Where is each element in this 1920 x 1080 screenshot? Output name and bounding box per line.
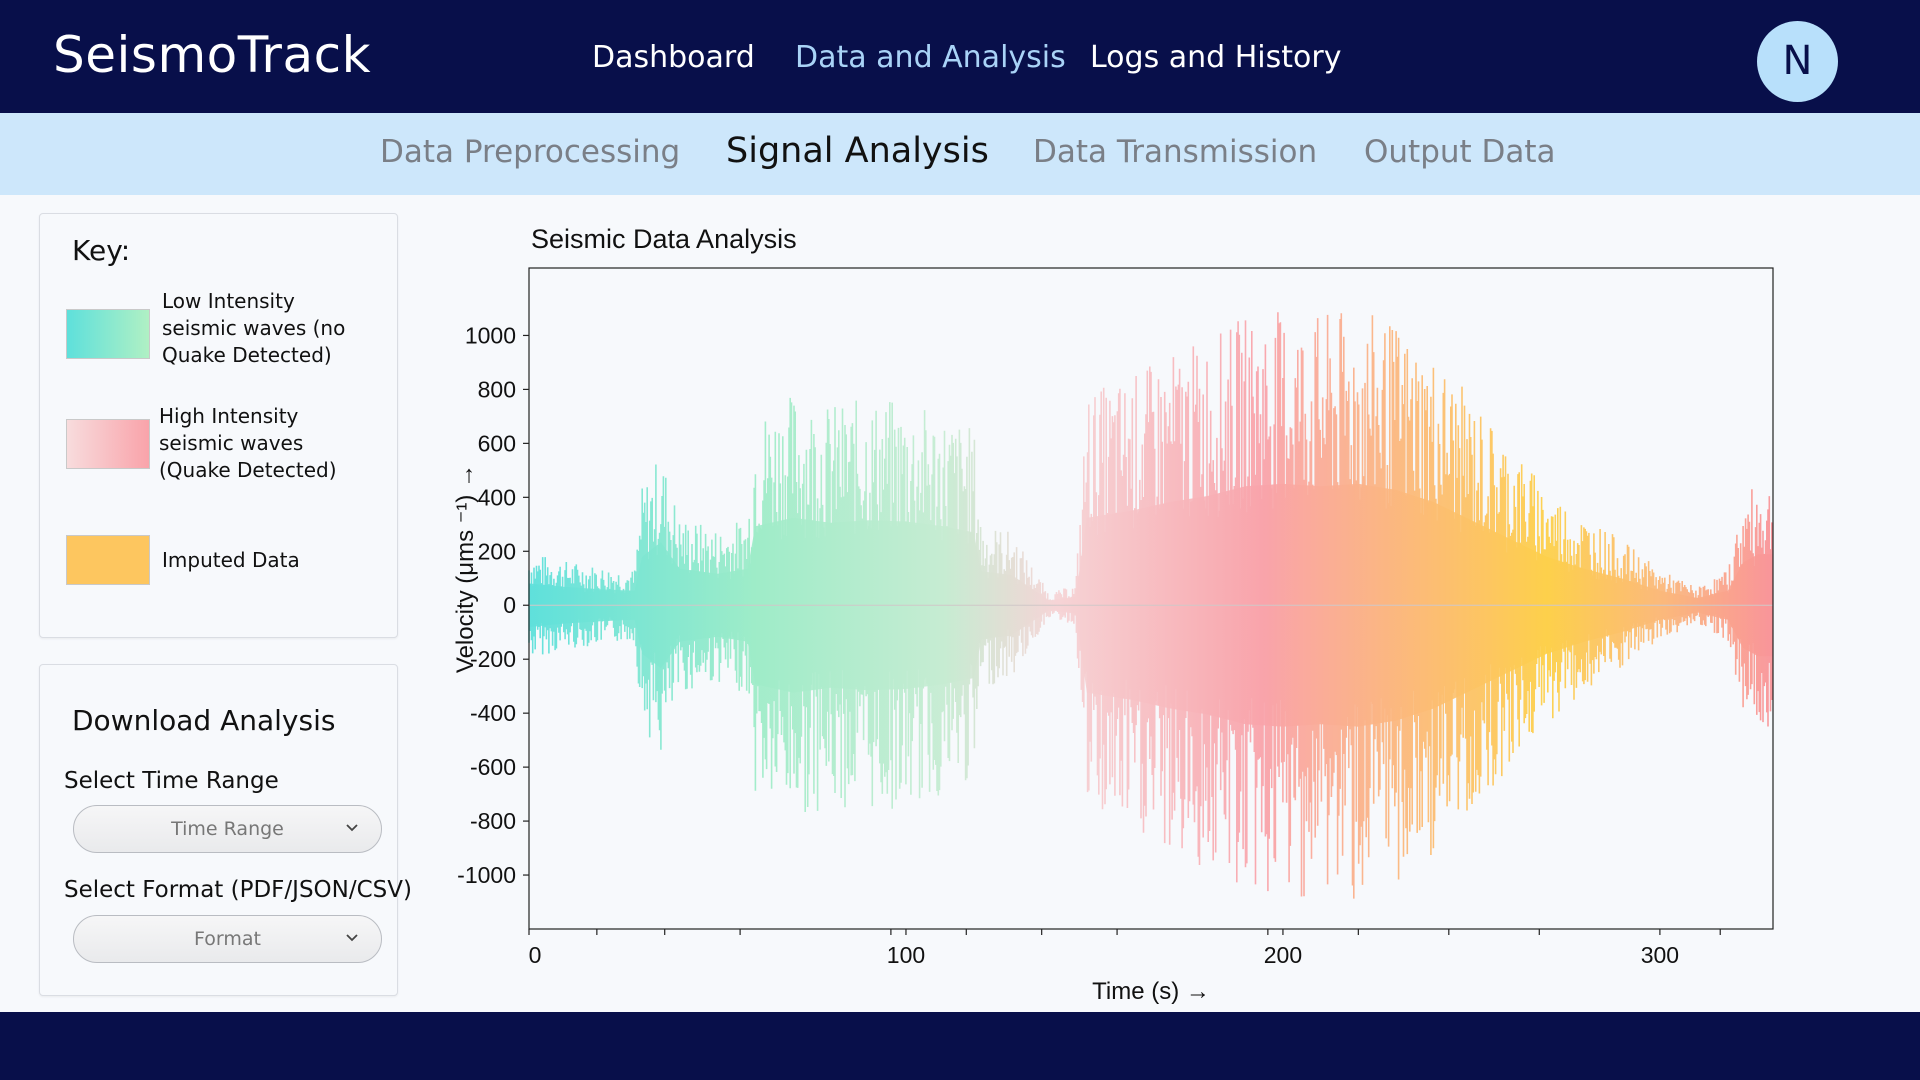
y-tick-label: 0 — [503, 592, 516, 618]
x-tick-label: 100 — [887, 942, 925, 968]
y-tick-label: -1000 — [457, 862, 516, 888]
y-tick-label: -200 — [470, 646, 516, 672]
nav-logs-and-history[interactable]: Logs and History — [1090, 40, 1342, 75]
plot-frame — [528, 267, 1774, 930]
tab-signal-analysis[interactable]: Signal Analysis — [726, 131, 989, 171]
chevron-down-icon — [346, 824, 358, 832]
y-tick-label: 200 — [478, 538, 516, 564]
low-intensity-swatch-icon — [66, 309, 150, 359]
format-label: Select Format (PDF/JSON/CSV) — [64, 877, 412, 903]
y-tick-label: -400 — [470, 700, 516, 726]
time-range-select[interactable]: Time Range — [73, 805, 382, 853]
x-tick-label: 0 — [529, 942, 542, 968]
key-panel: Key: Low Intensity seismic waves (no Qua… — [39, 213, 398, 638]
sub-navbar: Data Preprocessing Signal Analysis Data … — [0, 113, 1920, 195]
y-tick-label: 400 — [478, 484, 516, 510]
imputed-data-swatch-icon — [66, 535, 150, 585]
seismic-chart-svg: Seismic Data Analysis10008006004002000-2… — [452, 224, 1774, 1005]
format-select[interactable]: Format — [73, 915, 382, 963]
chart-title: Seismic Data Analysis — [531, 224, 797, 254]
nav-data-and-analysis[interactable]: Data and Analysis — [795, 40, 1066, 75]
high-intensity-swatch-icon — [66, 419, 150, 469]
time-range-value: Time Range — [171, 818, 284, 840]
y-tick-label: -600 — [470, 754, 516, 780]
key-title: Key: — [72, 234, 131, 267]
download-title: Download Analysis — [72, 704, 336, 737]
y-axis-label: Velocity (μms ⁻¹) → — [452, 464, 479, 673]
time-range-label: Select Time Range — [64, 768, 279, 794]
x-tick-label: 200 — [1264, 942, 1302, 968]
y-tick-label: 800 — [478, 376, 516, 402]
x-tick-label: 300 — [1641, 942, 1679, 968]
y-tick-label: -800 — [470, 808, 516, 834]
nav-dashboard[interactable]: Dashboard — [592, 40, 755, 75]
x-axis-label: Time (s) → — [1092, 978, 1210, 1005]
app-brand[interactable]: SeismoTrack — [53, 26, 372, 84]
tab-output-data[interactable]: Output Data — [1364, 134, 1556, 170]
top-navbar: SeismoTrack Dashboard Data and Analysis … — [0, 0, 1920, 113]
key-label-low-intensity: Low Intensity seismic waves (no Quake De… — [162, 289, 346, 367]
chevron-down-icon — [346, 934, 358, 942]
footer-bar — [0, 1012, 1920, 1080]
download-panel: Download Analysis Select Time Range Time… — [39, 664, 412, 996]
y-tick-label: 600 — [478, 430, 516, 456]
key-label-high-intensity: High Intensity seismic waves (Quake Dete… — [159, 404, 337, 482]
format-value: Format — [194, 928, 261, 950]
tab-data-transmission[interactable]: Data Transmission — [1033, 134, 1318, 170]
key-label-imputed: Imputed Data — [162, 548, 300, 572]
user-avatar[interactable]: N — [1757, 21, 1838, 102]
seismic-chart: Seismic Data Analysis 1000 800 600 400 200 0 -2… — [420, 210, 1800, 1010]
y-tick-label: 1000 — [465, 322, 516, 348]
tab-data-preprocessing[interactable]: Data Preprocessing — [380, 134, 681, 170]
